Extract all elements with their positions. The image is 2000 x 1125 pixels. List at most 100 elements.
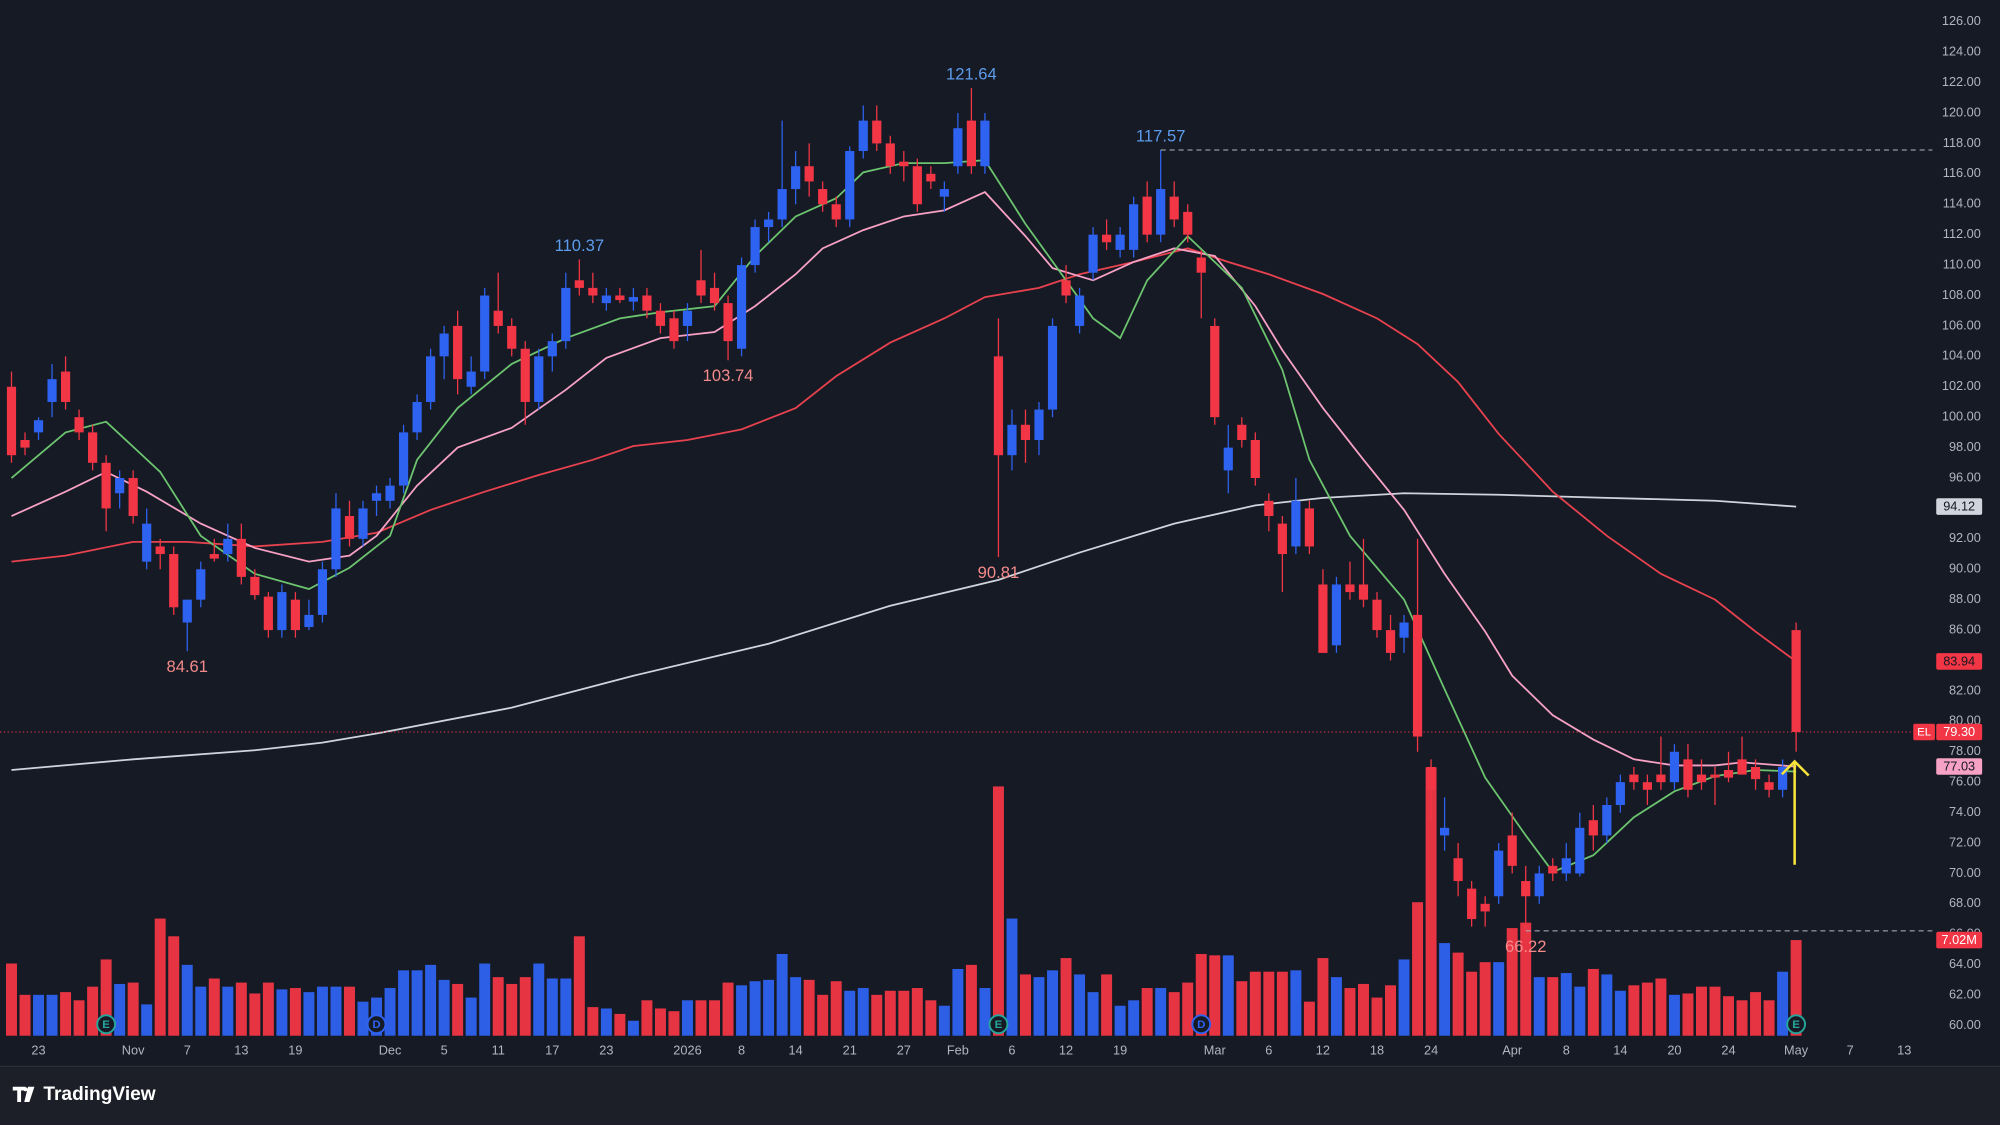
candle-body (1223, 447, 1233, 471)
candle-body (209, 554, 219, 559)
volume-bar (479, 963, 491, 1036)
candle-body (804, 166, 814, 182)
candle-body (588, 287, 598, 296)
candle-body (101, 462, 111, 509)
current-price-tag: EL (1917, 727, 1931, 739)
x-tick-label: 6 (1265, 1042, 1272, 1057)
volume-bar (1520, 922, 1532, 1036)
candle-body (33, 420, 44, 433)
volume-bar (1249, 971, 1261, 1036)
candle-body (1047, 325, 1058, 410)
event-label: D (1197, 1019, 1205, 1031)
volume-bar (1371, 997, 1383, 1036)
candle-body (1534, 873, 1544, 897)
candle-body (1007, 424, 1017, 456)
volume-bar (1614, 990, 1626, 1036)
candle-body (1061, 280, 1071, 296)
candle-body (939, 189, 949, 197)
volume-bar (46, 994, 58, 1036)
y-tick-label: 86.00 (1949, 621, 1981, 636)
high-label: 121.64 (946, 65, 997, 84)
x-tick-label: 23 (31, 1042, 45, 1057)
volume-bar (127, 982, 139, 1036)
y-tick-label: 114.00 (1943, 196, 1981, 211)
volume-bar (560, 978, 572, 1036)
volume-bar (411, 970, 423, 1036)
x-tick-label: 5 (441, 1042, 448, 1057)
volume-bar (803, 979, 815, 1036)
volume-bar (1493, 962, 1505, 1036)
moving-average-line (11, 191, 1797, 768)
candle-body (696, 280, 706, 296)
volume-bar (1128, 1000, 1140, 1036)
candle-body (1237, 424, 1247, 440)
candle-body (1750, 766, 1761, 780)
candle-body (507, 325, 517, 349)
candle-body (1710, 774, 1720, 778)
candle-body (628, 297, 638, 302)
volume-bar (1466, 971, 1478, 1036)
candle-body (980, 120, 990, 167)
x-tick-label: 11 (492, 1042, 505, 1057)
y-tick-label: 88.00 (1949, 591, 1981, 606)
volume-pane (6, 767, 1802, 1036)
current-price-badge: 79.30 (1943, 724, 1975, 739)
candle-body (344, 516, 355, 539)
volume-bar (1330, 977, 1342, 1036)
volume-bar (100, 959, 112, 1036)
volume-bar (600, 1008, 612, 1036)
candle-body (1277, 523, 1287, 555)
volume-bar (627, 1020, 639, 1036)
y-tick-label: 104.00 (1942, 348, 1981, 363)
y-tick-label: 98.00 (1949, 439, 1981, 454)
volume-bar (1101, 974, 1113, 1036)
candle-body (1142, 196, 1152, 235)
candle-body (1723, 770, 1734, 778)
volume-bar (114, 983, 126, 1036)
candle-body (872, 120, 882, 144)
volume-bar (1641, 982, 1653, 1036)
volume-bar (884, 990, 896, 1036)
low-label: 90.81 (978, 563, 1020, 582)
x-tick-label: Dec (379, 1042, 402, 1057)
candle-body (642, 295, 652, 311)
candle-body (1210, 325, 1220, 418)
volume-bar (614, 1013, 626, 1036)
volume-bar (682, 1000, 693, 1036)
candle-body (1480, 903, 1490, 912)
y-tick-label: 96.00 (1949, 469, 1981, 484)
arrow-head (1780, 759, 1810, 777)
event-label: E (102, 1019, 110, 1031)
footer (0, 1066, 2000, 1125)
candle-body (1737, 759, 1747, 775)
high-label: 110.37 (555, 236, 604, 255)
candle-body (818, 189, 828, 205)
candle-body (439, 333, 449, 357)
volume-bar (1263, 971, 1275, 1036)
candle-body (290, 599, 301, 631)
logo-mark (12, 1086, 35, 1103)
volume-bar (1777, 971, 1789, 1036)
candle-body (845, 151, 855, 220)
y-tick-label: 92.00 (1949, 530, 1981, 545)
candle-body (1156, 189, 1166, 235)
candle-body (1358, 584, 1369, 600)
candle-body (1548, 865, 1558, 874)
y-tick-label: 72.00 (1949, 834, 1981, 849)
volume-bar (1628, 985, 1640, 1036)
candles (6, 88, 1801, 931)
volume-bar (857, 988, 869, 1036)
volume-bar (911, 988, 923, 1036)
volume-bar (641, 1000, 653, 1036)
volume-bar (1168, 992, 1180, 1036)
volume-bar (1114, 1005, 1126, 1036)
current-price-badge-bg (1936, 723, 1983, 741)
volume-bar (790, 977, 802, 1036)
candle-body (466, 371, 476, 387)
x-tick-label: 17 (545, 1042, 559, 1057)
volume-bar (925, 1000, 937, 1036)
candle-body (899, 161, 909, 167)
volume-bar (452, 983, 464, 1036)
y-tick-label: 108.00 (1942, 287, 1981, 302)
